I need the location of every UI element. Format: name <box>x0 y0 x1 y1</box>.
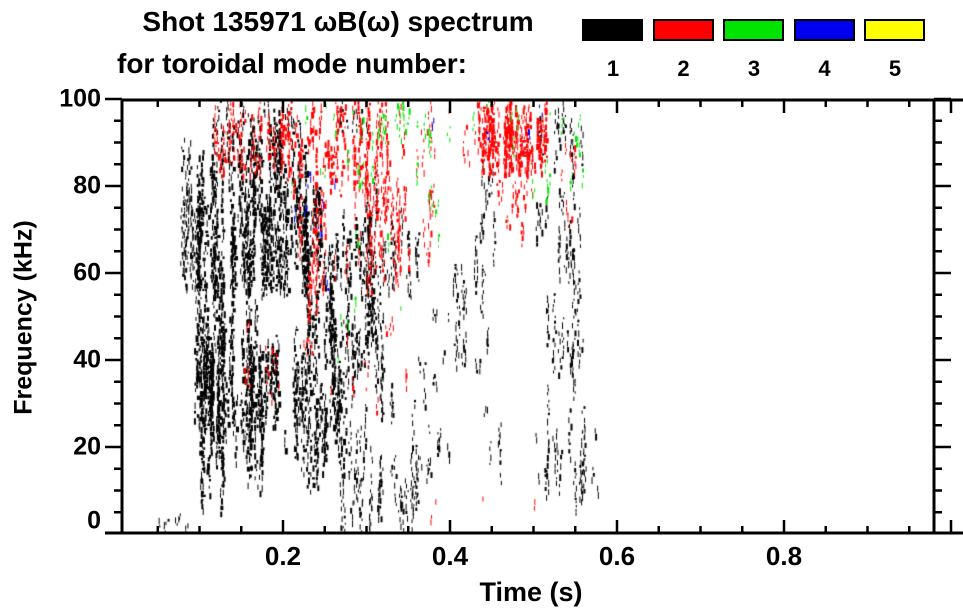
x-tick-label-0.2: 0.2 <box>264 541 302 571</box>
y-tick-label-40: 40 <box>73 345 101 374</box>
y-tick-label-0: 0 <box>87 506 101 535</box>
y-tick-label-100: 100 <box>59 84 101 113</box>
y-tick-label-20: 20 <box>73 432 101 461</box>
y-tick-label-80: 80 <box>73 171 101 200</box>
x-axis-title: Time (s) <box>479 577 583 607</box>
x-tick-label-0.6: 0.6 <box>598 541 636 571</box>
x-tick-label-0.4: 0.4 <box>431 541 469 571</box>
x-tick-label-0.8: 0.8 <box>765 541 803 571</box>
y-tick-label-60: 60 <box>73 258 101 287</box>
y-axis-title: Frequency (kHz) <box>9 220 38 415</box>
